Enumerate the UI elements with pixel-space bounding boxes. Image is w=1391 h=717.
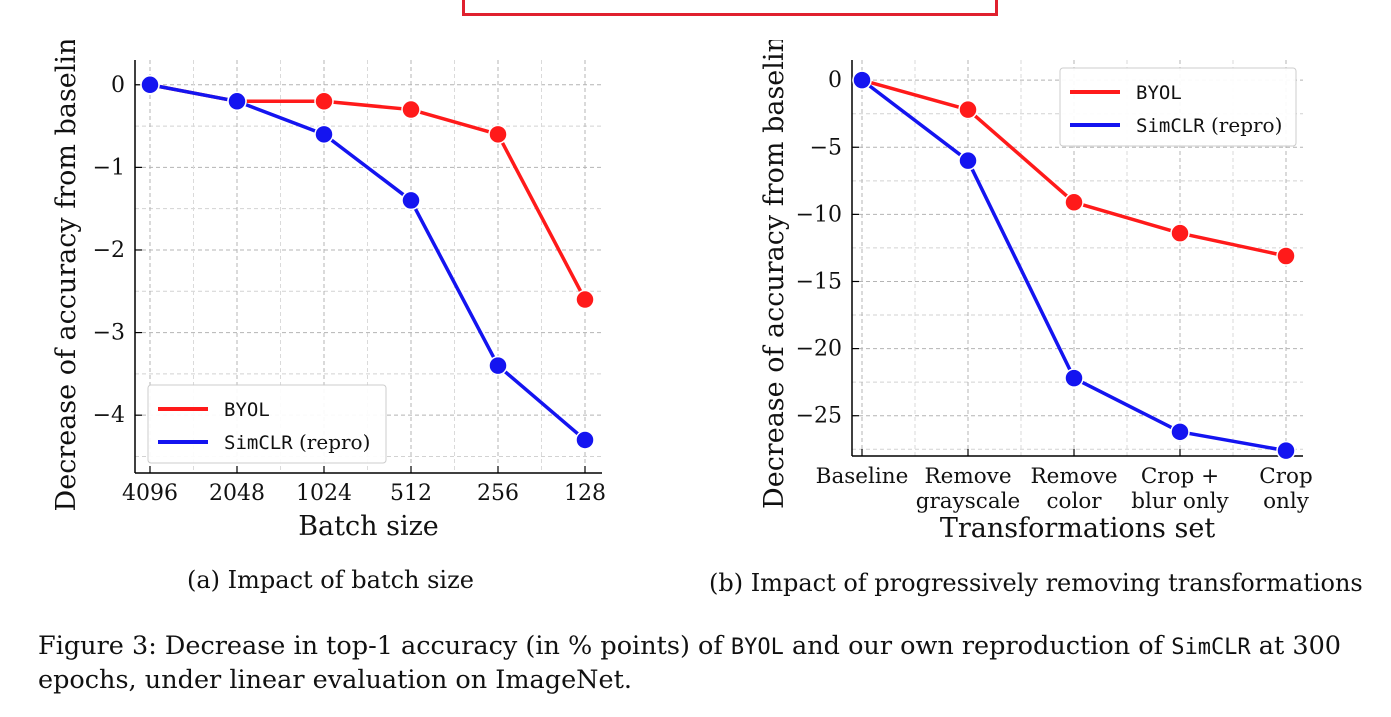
data-point-byol xyxy=(575,289,595,310)
data-point-simclr xyxy=(1276,440,1296,461)
y-tick-label: −3 xyxy=(93,321,125,346)
data-point-byol xyxy=(1276,246,1296,266)
x-tick-label: 2048 xyxy=(209,481,265,506)
caption-prefix: Figure 3: Decrease in top-1 accuracy (in… xyxy=(38,631,731,661)
y-tick-label: 0 xyxy=(111,73,125,98)
x-axis-label: Transformations set xyxy=(940,513,1216,544)
legend-label-simclr: SimCLR (repro) xyxy=(224,430,370,454)
y-tick-label: −25 xyxy=(796,404,842,429)
x-axis-label: Batch size xyxy=(298,511,439,542)
data-point-simclr xyxy=(314,124,334,145)
y-tick-label: −1 xyxy=(93,155,125,180)
legend-label-byol: BYOL xyxy=(1136,82,1182,104)
y-tick-label: −10 xyxy=(796,202,842,227)
data-point-byol xyxy=(958,99,978,120)
caption-byol: BYOL xyxy=(730,635,784,660)
data-point-byol xyxy=(1170,223,1190,243)
figure-caption: Figure 3: Decrease in top-1 accuracy (in… xyxy=(38,630,1358,697)
data-point-simclr xyxy=(575,430,595,450)
y-tick-label: −15 xyxy=(796,269,842,294)
x-tick-label: Crop xyxy=(1259,464,1312,489)
data-point-byol xyxy=(401,99,421,120)
caption-simclr: SimCLR xyxy=(1171,635,1251,660)
data-point-simclr xyxy=(488,355,508,376)
y-tick-label: −2 xyxy=(93,238,125,263)
batch-size-chart: 0 −1 −2 −3 −4 4096 2048 1024 512 256 128 Batch size… xyxy=(51,40,606,542)
x-tick-label: 128 xyxy=(564,481,606,506)
x-tick-label: color xyxy=(1046,489,1102,514)
data-point-byol xyxy=(1064,192,1084,213)
data-point-simclr xyxy=(227,91,247,112)
data-point-simclr xyxy=(958,150,978,171)
x-tick-label: Remove xyxy=(1030,464,1117,489)
data-point-simclr xyxy=(140,75,160,95)
data-point-simclr xyxy=(1170,422,1190,442)
data-point-simclr xyxy=(1064,368,1084,388)
subcaption-a: (a) Impact of batch size xyxy=(187,566,474,594)
x-tick-label: Remove xyxy=(924,464,1011,489)
highlight-box xyxy=(462,0,998,16)
data-point-byol xyxy=(488,124,508,145)
data-point-simclr xyxy=(401,190,421,211)
x-tick-label: only xyxy=(1263,489,1310,514)
y-axis-label: Decrease of accuracy from baseline xyxy=(759,40,790,509)
x-tick-label: 4096 xyxy=(122,481,178,506)
subcaption-b: (b) Impact of progressively removing tra… xyxy=(709,569,1363,597)
x-tick-label: blur only xyxy=(1131,489,1229,514)
x-tick-label: 512 xyxy=(390,481,432,506)
caption-suffix: at 300 epochs, under linear evaluation o… xyxy=(38,631,1342,695)
data-point-byol xyxy=(314,91,334,112)
y-tick-label: −4 xyxy=(93,403,125,428)
x-tick-label: Crop + xyxy=(1141,464,1219,489)
series-line-simclr xyxy=(149,83,587,442)
x-tick-label: Baseline xyxy=(816,464,909,489)
y-axis-label: Decrease of accuracy from baseline xyxy=(51,40,82,511)
y-tick-label: −5 xyxy=(810,135,842,160)
x-tick-label: 1024 xyxy=(296,481,352,506)
y-tick-label: 0 xyxy=(828,68,842,93)
legend-label-byol: BYOL xyxy=(224,399,270,421)
data-point-simclr xyxy=(852,70,872,90)
x-tick-label: grayscale xyxy=(916,489,1021,514)
legend-label-simclr: SimCLR (repro) xyxy=(1136,113,1282,137)
caption-mid: and our own reproduction of xyxy=(783,631,1172,661)
x-tick-label: 256 xyxy=(477,481,519,506)
y-tick-label: −20 xyxy=(796,337,842,362)
